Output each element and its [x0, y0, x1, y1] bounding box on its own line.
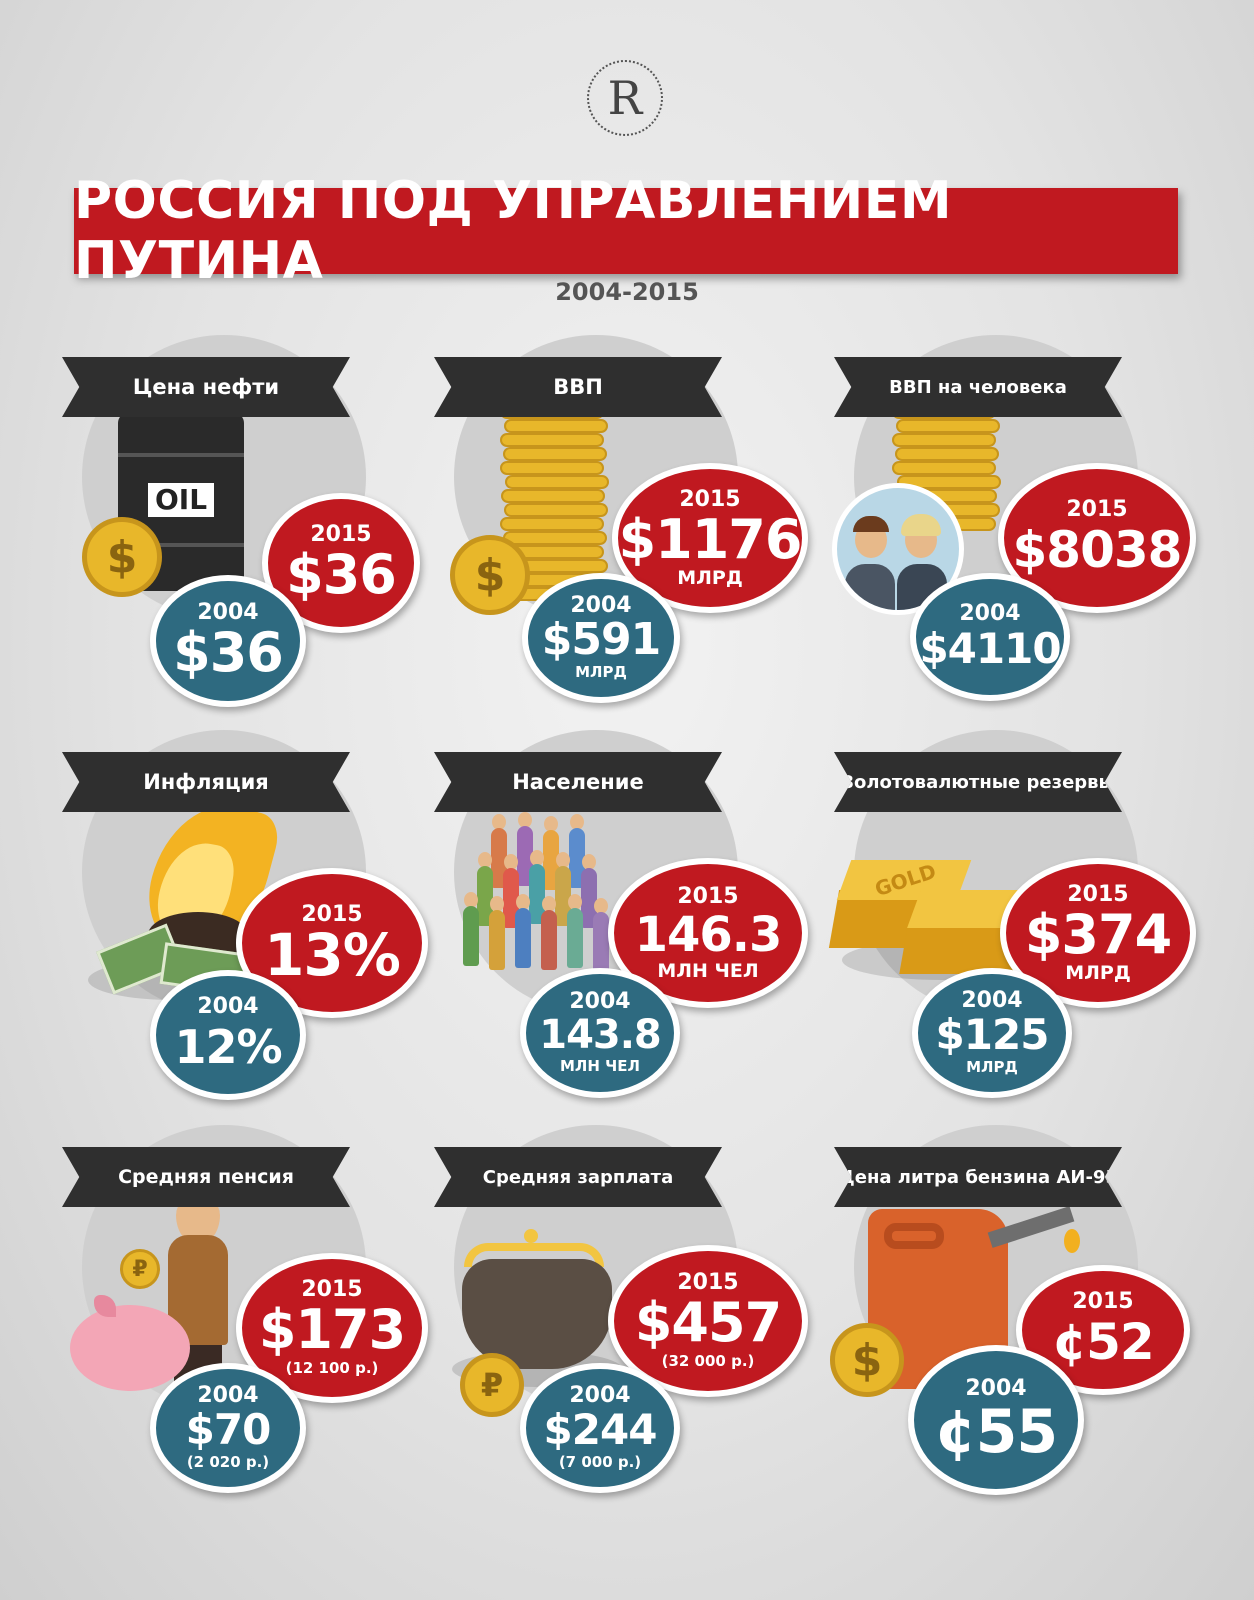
dollar-coin-icon: $ — [450, 535, 530, 615]
panel-gdp: $ ВВП 2015 $1176 МЛРД 2004 $591 МЛРД — [412, 335, 812, 735]
panel-label: ВВП — [434, 357, 722, 417]
purse-icon — [462, 1229, 642, 1379]
value-2004: 2004 143.8 МЛН ЧЕЛ — [520, 968, 680, 1098]
barrel-label: OIL — [148, 483, 214, 517]
value-2004: 2004 $4110 — [910, 573, 1070, 701]
title-banner: РОССИЯ ПОД УПРАВЛЕНИЕМ ПУТИНА — [74, 171, 1178, 291]
panel-label: Средняя зарплата — [434, 1147, 722, 1207]
period-subtitle: 2004-2015 — [555, 278, 699, 306]
panel-label: Цена литра бензина АИ-95 — [834, 1147, 1122, 1207]
value-2004: 2004 $591 МЛРД — [522, 573, 680, 703]
panel-reserves: GOLD Золотовалютные резервы 2015 $374 МЛ… — [812, 730, 1212, 1130]
value-2015: 2015 $36 — [262, 493, 420, 633]
dollar-coin-icon: $ — [82, 517, 162, 597]
panel-salary: ₽ Средняя зарплата 2015 $457 (32 000 р.)… — [412, 1125, 812, 1525]
value-2015: 2015 ¢52 — [1016, 1265, 1190, 1395]
panel-gdp-per-capita: ВВП на человека 2015 $8038 2004 $4110 — [812, 335, 1212, 735]
value-2004: 2004 $244 (7 000 р.) — [520, 1363, 680, 1493]
value-2015: 2015 $374 МЛРД — [1000, 858, 1196, 1008]
panel-oil-price: OIL $ Цена нефти 2015 $36 2004 $36 — [40, 335, 440, 735]
value-2015: 2015 $1176 МЛРД — [612, 463, 808, 613]
value-2004: 2004 $125 МЛРД — [912, 968, 1072, 1098]
panel-pension: ₽ Средняя пенсия 2015 $173 (12 100 р.) 2… — [40, 1125, 440, 1525]
dollar-coin-icon: $ — [830, 1323, 904, 1397]
panel-fuel-price: $ Цена литра бензина АИ-95 2015 ¢52 2004… — [812, 1125, 1212, 1525]
panel-label: Золотовалютные резервы — [834, 752, 1122, 812]
value-2004: 2004 12% — [150, 970, 306, 1100]
panel-label: Средняя пенсия — [62, 1147, 350, 1207]
page-title: РОССИЯ ПОД УПРАВЛЕНИЕМ ПУТИНА — [74, 171, 953, 291]
panel-inflation: Инфляция 2015 13% 2004 12% — [40, 730, 440, 1130]
panel-label: ВВП на человека — [834, 357, 1122, 417]
ruble-coin-icon: ₽ — [120, 1249, 160, 1289]
brand-logo: R — [587, 60, 663, 136]
burning-money-icon — [96, 790, 284, 996]
ruble-coin-icon: ₽ — [460, 1353, 524, 1417]
panel-label: Инфляция — [62, 752, 350, 812]
panel-label: Население — [434, 752, 722, 812]
value-2004: 2004 ¢55 — [908, 1345, 1084, 1495]
value-2004: 2004 $36 — [150, 575, 306, 707]
panel-population: Население 2015 146.3 МЛН ЧЕЛ 2004 143.8 … — [412, 730, 812, 1130]
panel-label: Цена нефти — [62, 357, 350, 417]
crowd-icon — [442, 810, 632, 1010]
value-2004: 2004 $70 (2 020 р.) — [150, 1363, 306, 1493]
